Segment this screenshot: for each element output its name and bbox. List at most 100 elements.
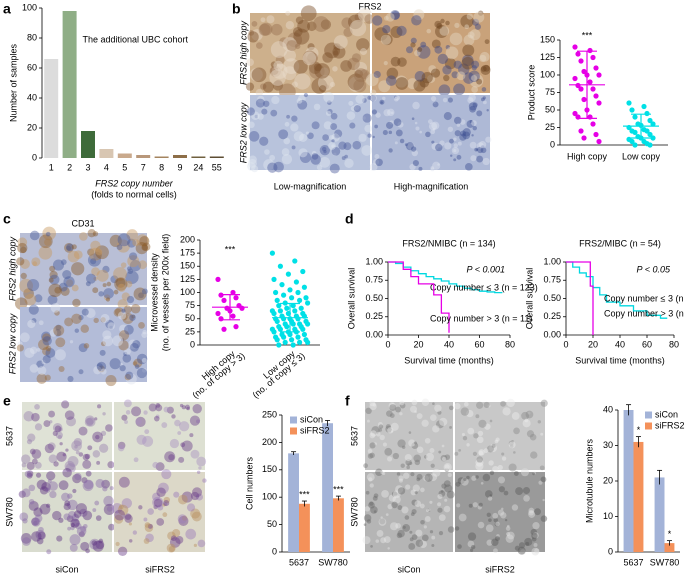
- texture: [450, 154, 453, 157]
- texture: [329, 135, 335, 141]
- texture: [49, 274, 60, 285]
- point: [632, 114, 638, 120]
- y-tick-label: 125: [540, 52, 555, 62]
- texture: [399, 138, 405, 144]
- point: [575, 82, 581, 89]
- texture: [14, 297, 28, 310]
- texture: [85, 415, 95, 425]
- texture: [62, 467, 72, 478]
- texture: [102, 283, 107, 288]
- texture: [331, 133, 340, 142]
- point: [572, 44, 578, 50]
- point: [572, 75, 578, 82]
- texture: [406, 78, 418, 90]
- texture: [44, 238, 52, 246]
- texture: [532, 472, 536, 476]
- panel-label: f: [345, 393, 350, 409]
- texture: [100, 317, 106, 323]
- point: [273, 289, 279, 296]
- texture: [132, 361, 138, 366]
- texture: [478, 419, 487, 428]
- texture: [438, 84, 451, 97]
- texture: [193, 543, 198, 548]
- texture: [435, 25, 449, 39]
- texture: [463, 401, 469, 407]
- texture: [524, 418, 529, 423]
- texture: [411, 534, 418, 540]
- texture: [370, 94, 377, 102]
- y-tick-label: 20: [27, 122, 37, 132]
- texture: [27, 433, 36, 442]
- texture: [497, 476, 506, 484]
- texture: [471, 120, 477, 126]
- texture: [45, 487, 49, 491]
- texture: [351, 53, 361, 63]
- point: [629, 138, 635, 145]
- texture: [469, 73, 484, 88]
- texture: [153, 498, 163, 508]
- texture: [388, 494, 397, 502]
- texture: [390, 522, 399, 531]
- texture: [91, 540, 97, 546]
- texture: [324, 42, 341, 59]
- texture: [23, 411, 34, 422]
- texture: [412, 101, 420, 110]
- texture: [257, 113, 264, 120]
- micrograph: [22, 402, 112, 470]
- texture: [369, 432, 376, 439]
- texture: [120, 313, 128, 321]
- texture: [293, 28, 310, 45]
- point: [221, 326, 227, 332]
- texture: [118, 476, 130, 488]
- texture: [84, 418, 94, 427]
- texture: [406, 465, 410, 470]
- texture: [63, 276, 75, 288]
- texture: [470, 155, 477, 162]
- texture: [347, 57, 360, 71]
- texture: [297, 19, 310, 33]
- texture: [103, 288, 114, 299]
- texture: [430, 414, 437, 421]
- texture: [468, 94, 476, 102]
- y-tick-label: 75: [185, 300, 195, 310]
- texture: [67, 499, 78, 511]
- texture: [29, 364, 39, 373]
- y-tick-label: 150: [180, 261, 195, 271]
- texture: [95, 248, 103, 256]
- texture: [370, 89, 377, 96]
- texture: [389, 404, 397, 411]
- texture: [396, 532, 403, 539]
- texture: [390, 430, 394, 433]
- texture: [161, 469, 172, 480]
- texture: [506, 398, 515, 408]
- point: [285, 271, 291, 277]
- y-axis-label: Overall survival: [524, 268, 534, 330]
- texture: [466, 409, 474, 418]
- texture: [410, 489, 417, 496]
- texture: [333, 50, 339, 56]
- texture: [173, 491, 180, 498]
- texture: [531, 547, 540, 556]
- y-tick-label: 0.00: [365, 329, 383, 339]
- texture: [157, 504, 164, 511]
- texture: [306, 21, 317, 32]
- point: [269, 250, 275, 256]
- texture: [494, 536, 500, 542]
- texture: [136, 353, 148, 365]
- texture: [469, 141, 477, 149]
- texture: [313, 63, 322, 72]
- texture: [311, 121, 320, 130]
- y-tick-label: 80: [27, 32, 37, 42]
- texture: [314, 63, 330, 79]
- texture: [521, 411, 530, 420]
- texture: [86, 273, 97, 284]
- texture: [445, 20, 450, 26]
- texture: [102, 412, 106, 416]
- texture: [374, 154, 380, 159]
- texture: [47, 294, 58, 305]
- texture: [407, 463, 410, 466]
- texture: [102, 335, 114, 347]
- point: [298, 305, 304, 311]
- texture: [133, 358, 143, 368]
- texture: [46, 549, 52, 555]
